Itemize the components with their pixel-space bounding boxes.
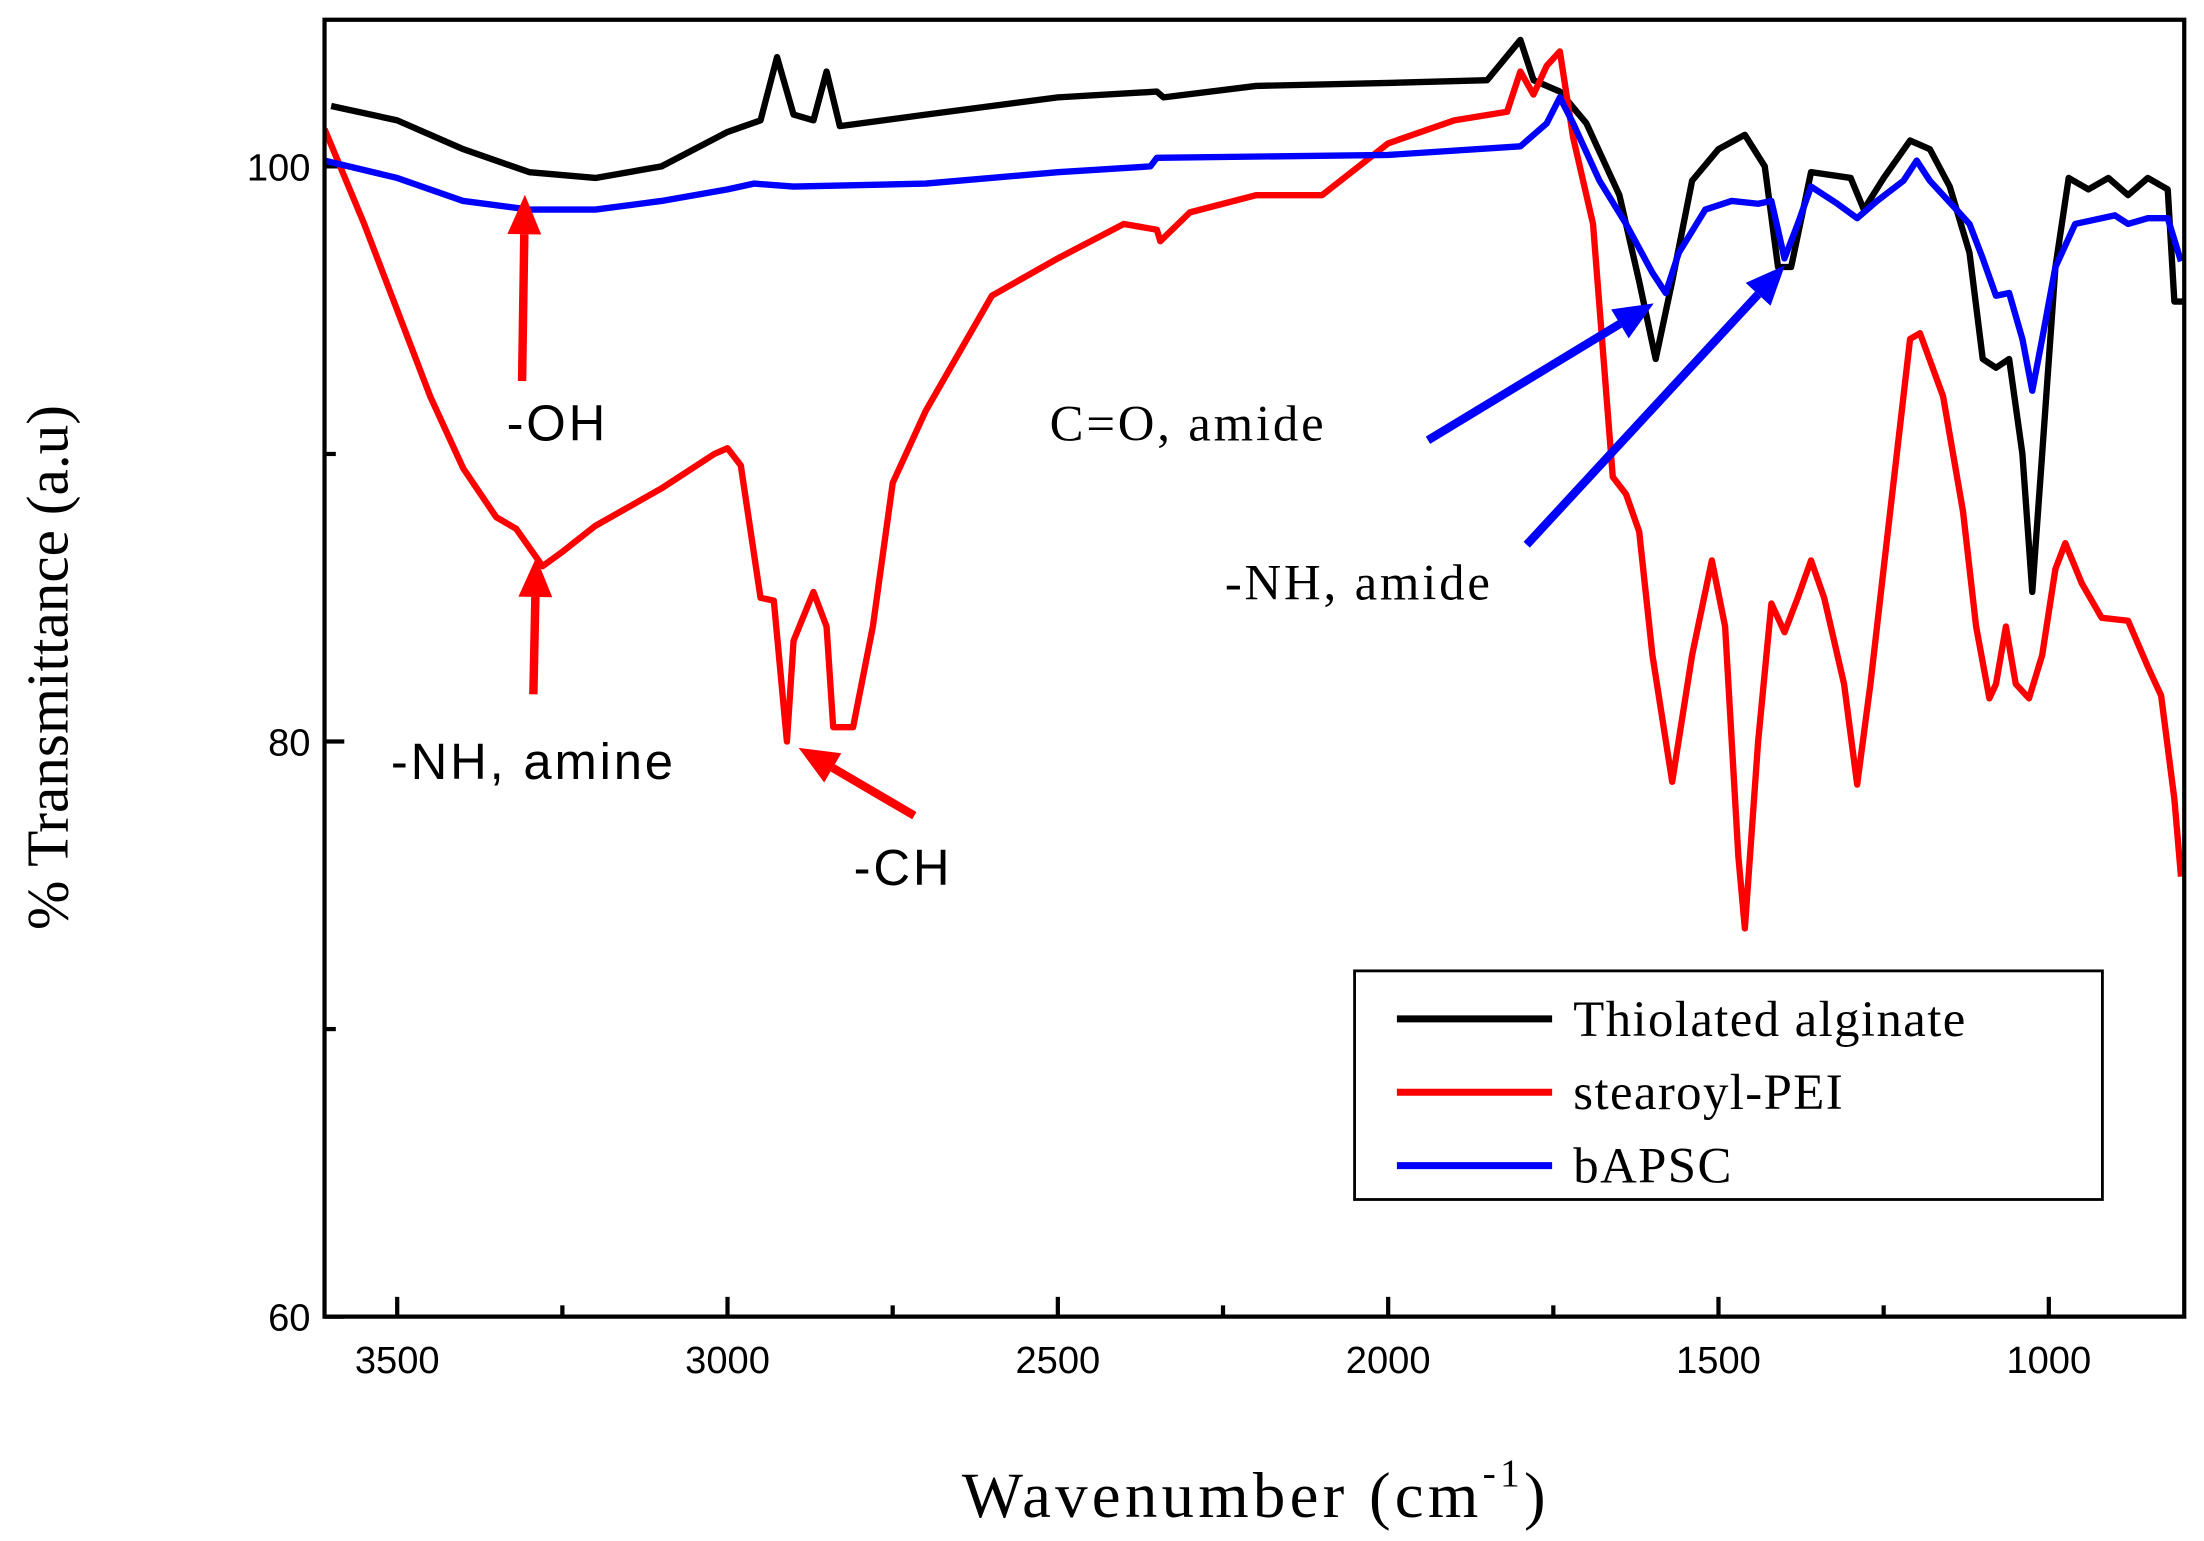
legend-label: bAPSC: [1573, 1138, 1732, 1194]
plot-frame: [322, 17, 2187, 1319]
series-line: [330, 36, 2185, 596]
annotation-arrow-shaft: [517, 234, 529, 382]
annotation-arrow-head: [518, 557, 553, 598]
series-line: [324, 94, 2185, 394]
x-tick-label: 2500: [1015, 1340, 1100, 1382]
x-axis-label: Wavenumber (cm-1): [962, 1451, 1550, 1532]
y-tick-label: 60: [268, 1298, 310, 1340]
legend-label: Thiolated alginate: [1573, 991, 1966, 1047]
annotation-arrow-shaft: [1425, 320, 1623, 444]
y-axis-label: % Transmittance (a.u): [15, 405, 81, 930]
annotation: C=O, amide: [1050, 395, 1327, 451]
annotation: -OH: [507, 394, 609, 451]
x-tick-label: 3500: [355, 1340, 440, 1382]
x-tick-label: 2000: [1346, 1340, 1431, 1382]
x-axis-label-end: ): [1524, 1460, 1550, 1532]
annotation-arrow-head: [507, 194, 542, 235]
annotation: -NH, amide: [1225, 555, 1493, 611]
legend-box: [1353, 969, 2104, 1201]
series-line: [324, 48, 2185, 932]
x-axis-label-sup: -1: [1483, 1451, 1524, 1495]
y-tick-label: 80: [268, 723, 310, 765]
annotation-arrow-shaft: [830, 764, 917, 820]
annotation-arrow-head: [1745, 265, 1785, 306]
x-axis-label-main: Wavenumber (cm: [962, 1460, 1483, 1532]
annotation-arrow-shaft: [529, 596, 540, 695]
annotation-arrow-shaft: [1523, 291, 1762, 548]
x-tick-label: 1000: [2006, 1340, 2091, 1382]
y-tick-label: 100: [247, 148, 311, 190]
annotation-arrow-head: [798, 747, 842, 783]
annotation: -NH, amine: [391, 733, 676, 790]
x-tick-label: 1500: [1676, 1340, 1761, 1382]
annotation: -CH: [854, 839, 953, 896]
x-tick-label: 3000: [685, 1340, 770, 1382]
legend-label: stearoyl-PEI: [1573, 1064, 1844, 1120]
annotation-arrow-head: [1611, 303, 1654, 339]
